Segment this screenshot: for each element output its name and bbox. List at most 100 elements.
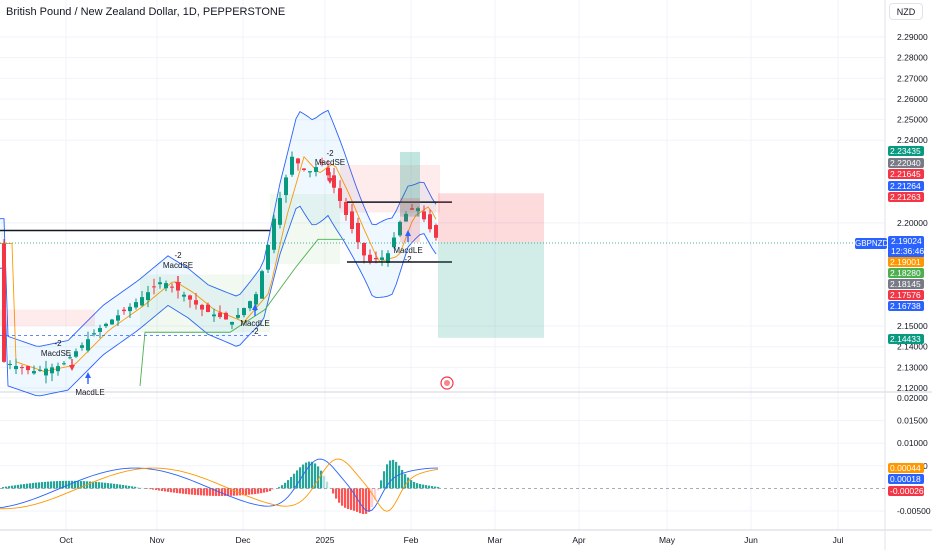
macd-histogram-bar xyxy=(248,488,251,495)
time-axis-tick: Nov xyxy=(149,535,165,545)
macd-histogram-bar xyxy=(233,488,236,496)
candle-body xyxy=(254,294,258,305)
candle-body xyxy=(26,366,30,371)
macd-histogram-bar xyxy=(332,488,335,494)
macd-histogram-bar xyxy=(125,485,128,489)
signal-annotation: -2 xyxy=(251,327,259,336)
macd-histogram-bar xyxy=(176,488,179,494)
candle-body xyxy=(20,367,24,369)
macd-histogram-bar xyxy=(392,459,395,489)
macd-histogram-bar xyxy=(242,488,245,496)
price-axis-label: 2.22040 xyxy=(888,158,924,168)
candle-body xyxy=(428,214,432,230)
macd-histogram-bar xyxy=(326,481,329,489)
macd-histogram-bar xyxy=(374,488,377,500)
candle-body xyxy=(230,321,234,325)
bollinger-upper-line xyxy=(0,109,437,347)
macd-histogram-bar xyxy=(65,480,68,489)
macd-histogram-bar xyxy=(83,481,86,489)
candle-body xyxy=(290,156,294,175)
last-price-value: 2.19024 xyxy=(891,236,922,246)
price-axis-label: 2.18280 xyxy=(888,268,924,278)
price-axis-label: 2.16738 xyxy=(888,301,924,311)
time-axis-tick: May xyxy=(659,535,676,545)
macd-histogram-bar xyxy=(437,486,440,489)
macd-histogram-bar xyxy=(311,461,314,489)
signal-annotation: -2 xyxy=(404,255,412,264)
candle-body xyxy=(182,294,186,297)
macd-histogram-bar xyxy=(185,488,188,495)
candle-body xyxy=(32,371,36,374)
macd-axis-tick: 0.01500 xyxy=(897,416,928,426)
candle-body xyxy=(98,328,102,332)
bollinger-lower-line xyxy=(0,205,437,397)
candle-body xyxy=(356,222,360,243)
macd-histogram-bar xyxy=(290,477,293,489)
candle-body xyxy=(128,306,132,312)
macd-histogram-bar xyxy=(98,482,101,489)
currency-selector-button[interactable]: NZD xyxy=(889,3,923,20)
price-axis-tick: 2.12000 xyxy=(897,383,928,393)
macd-histogram-bar xyxy=(50,481,53,489)
price-axis-label: 2.21263 xyxy=(888,192,924,202)
candle-body xyxy=(404,213,408,222)
price-axis-tick: 2.24000 xyxy=(897,135,928,145)
candle-body xyxy=(50,367,54,374)
price-axis-label: 0.00018 xyxy=(888,474,924,484)
macd-histogram-bar xyxy=(191,488,194,495)
macd-histogram-bar xyxy=(383,471,386,489)
macd-histogram-bar xyxy=(128,485,131,489)
bollinger-band-fill xyxy=(0,110,438,397)
bar-countdown: 12:36:46 xyxy=(891,246,925,256)
macd-histogram-bar xyxy=(347,488,350,510)
candle-body xyxy=(320,162,324,164)
macd-histogram-bar xyxy=(257,488,260,494)
macd-histogram-bar xyxy=(260,488,263,494)
macd-histogram-bar xyxy=(359,488,362,514)
macd-histogram-bar xyxy=(107,483,110,489)
macd-histogram-bar xyxy=(146,488,149,489)
candle-body xyxy=(92,333,96,335)
candle-body xyxy=(296,158,300,164)
candle-body xyxy=(164,283,168,289)
chart-title: British Pound / New Zealand Dollar, 1D, … xyxy=(6,6,286,18)
candle-body xyxy=(272,218,276,250)
candle-body xyxy=(38,369,42,371)
macd-histogram-bar xyxy=(47,481,50,489)
price-axis-label: 2.14433 xyxy=(888,334,924,344)
price-axis-tick: 2.14000 xyxy=(897,342,928,352)
candle-body xyxy=(194,300,198,305)
macd-histogram-bar xyxy=(137,487,140,489)
macd-histogram-bar xyxy=(317,466,320,489)
candle-body xyxy=(2,243,6,362)
candle-body xyxy=(134,302,138,308)
candle-body xyxy=(146,292,150,300)
candle-body xyxy=(74,351,78,357)
price-axis-label: 0.00044 xyxy=(888,463,924,473)
candle-body xyxy=(368,254,372,262)
macd-histogram-bar xyxy=(395,461,398,489)
signal-annotation: -2 xyxy=(54,339,62,348)
chandelier-short-zone xyxy=(0,309,95,327)
macd-histogram-bar xyxy=(29,483,32,489)
time-axis-tick: Oct xyxy=(59,535,73,545)
macd-histogram-bar xyxy=(17,484,20,489)
macd-histogram-bar xyxy=(164,488,167,492)
macd-histogram-bar xyxy=(362,488,365,515)
macd-histogram-bar xyxy=(284,482,287,489)
macd-histogram-bar xyxy=(62,480,65,489)
buy-arrow-icon xyxy=(85,372,91,378)
macd-histogram-bar xyxy=(341,488,344,506)
macd-histogram-bar xyxy=(329,487,332,489)
macd-histogram-bar xyxy=(419,483,422,489)
macd-histogram-bar xyxy=(167,488,170,492)
candle-body xyxy=(152,286,156,288)
symbol-tag: GBPNZD xyxy=(855,238,889,249)
time-axis-tick: Dec xyxy=(235,535,251,545)
macd-histogram-bar xyxy=(287,480,290,489)
macd-histogram-bar xyxy=(230,488,233,496)
candle-body xyxy=(104,323,108,327)
candle-body xyxy=(350,211,354,230)
macd-histogram-bar xyxy=(110,483,113,489)
